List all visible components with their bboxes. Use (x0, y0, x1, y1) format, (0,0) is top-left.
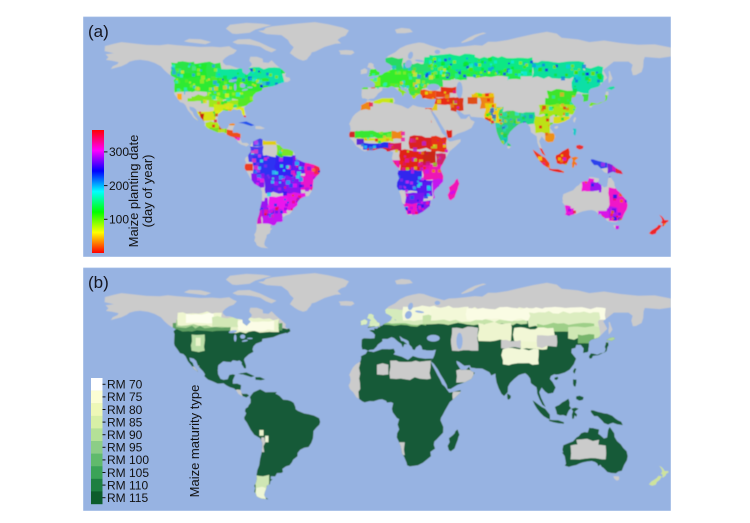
svg-text:RM 70: RM 70 (107, 378, 143, 392)
svg-text:RM 105: RM 105 (107, 466, 149, 480)
svg-text:RM 95: RM 95 (107, 441, 143, 455)
svg-text:Maize planting date: Maize planting date (126, 135, 141, 248)
svg-text:RM 80: RM 80 (107, 403, 143, 417)
svg-text:100: 100 (109, 213, 129, 227)
svg-text:Maize maturity type: Maize maturity type (187, 385, 202, 498)
svg-text:(b): (b) (88, 273, 109, 292)
svg-text:300: 300 (109, 145, 129, 159)
svg-text:(a): (a) (88, 22, 109, 41)
svg-text:RM 85: RM 85 (107, 415, 143, 429)
svg-text:RM 110: RM 110 (107, 478, 148, 492)
svg-text:RM 100: RM 100 (107, 453, 149, 467)
svg-text:RM 90: RM 90 (107, 428, 143, 442)
svg-text:RM 75: RM 75 (107, 390, 143, 404)
svg-text:200: 200 (109, 179, 129, 193)
svg-text:RM 115: RM 115 (107, 491, 148, 505)
svg-text:(day of year): (day of year) (140, 155, 155, 228)
